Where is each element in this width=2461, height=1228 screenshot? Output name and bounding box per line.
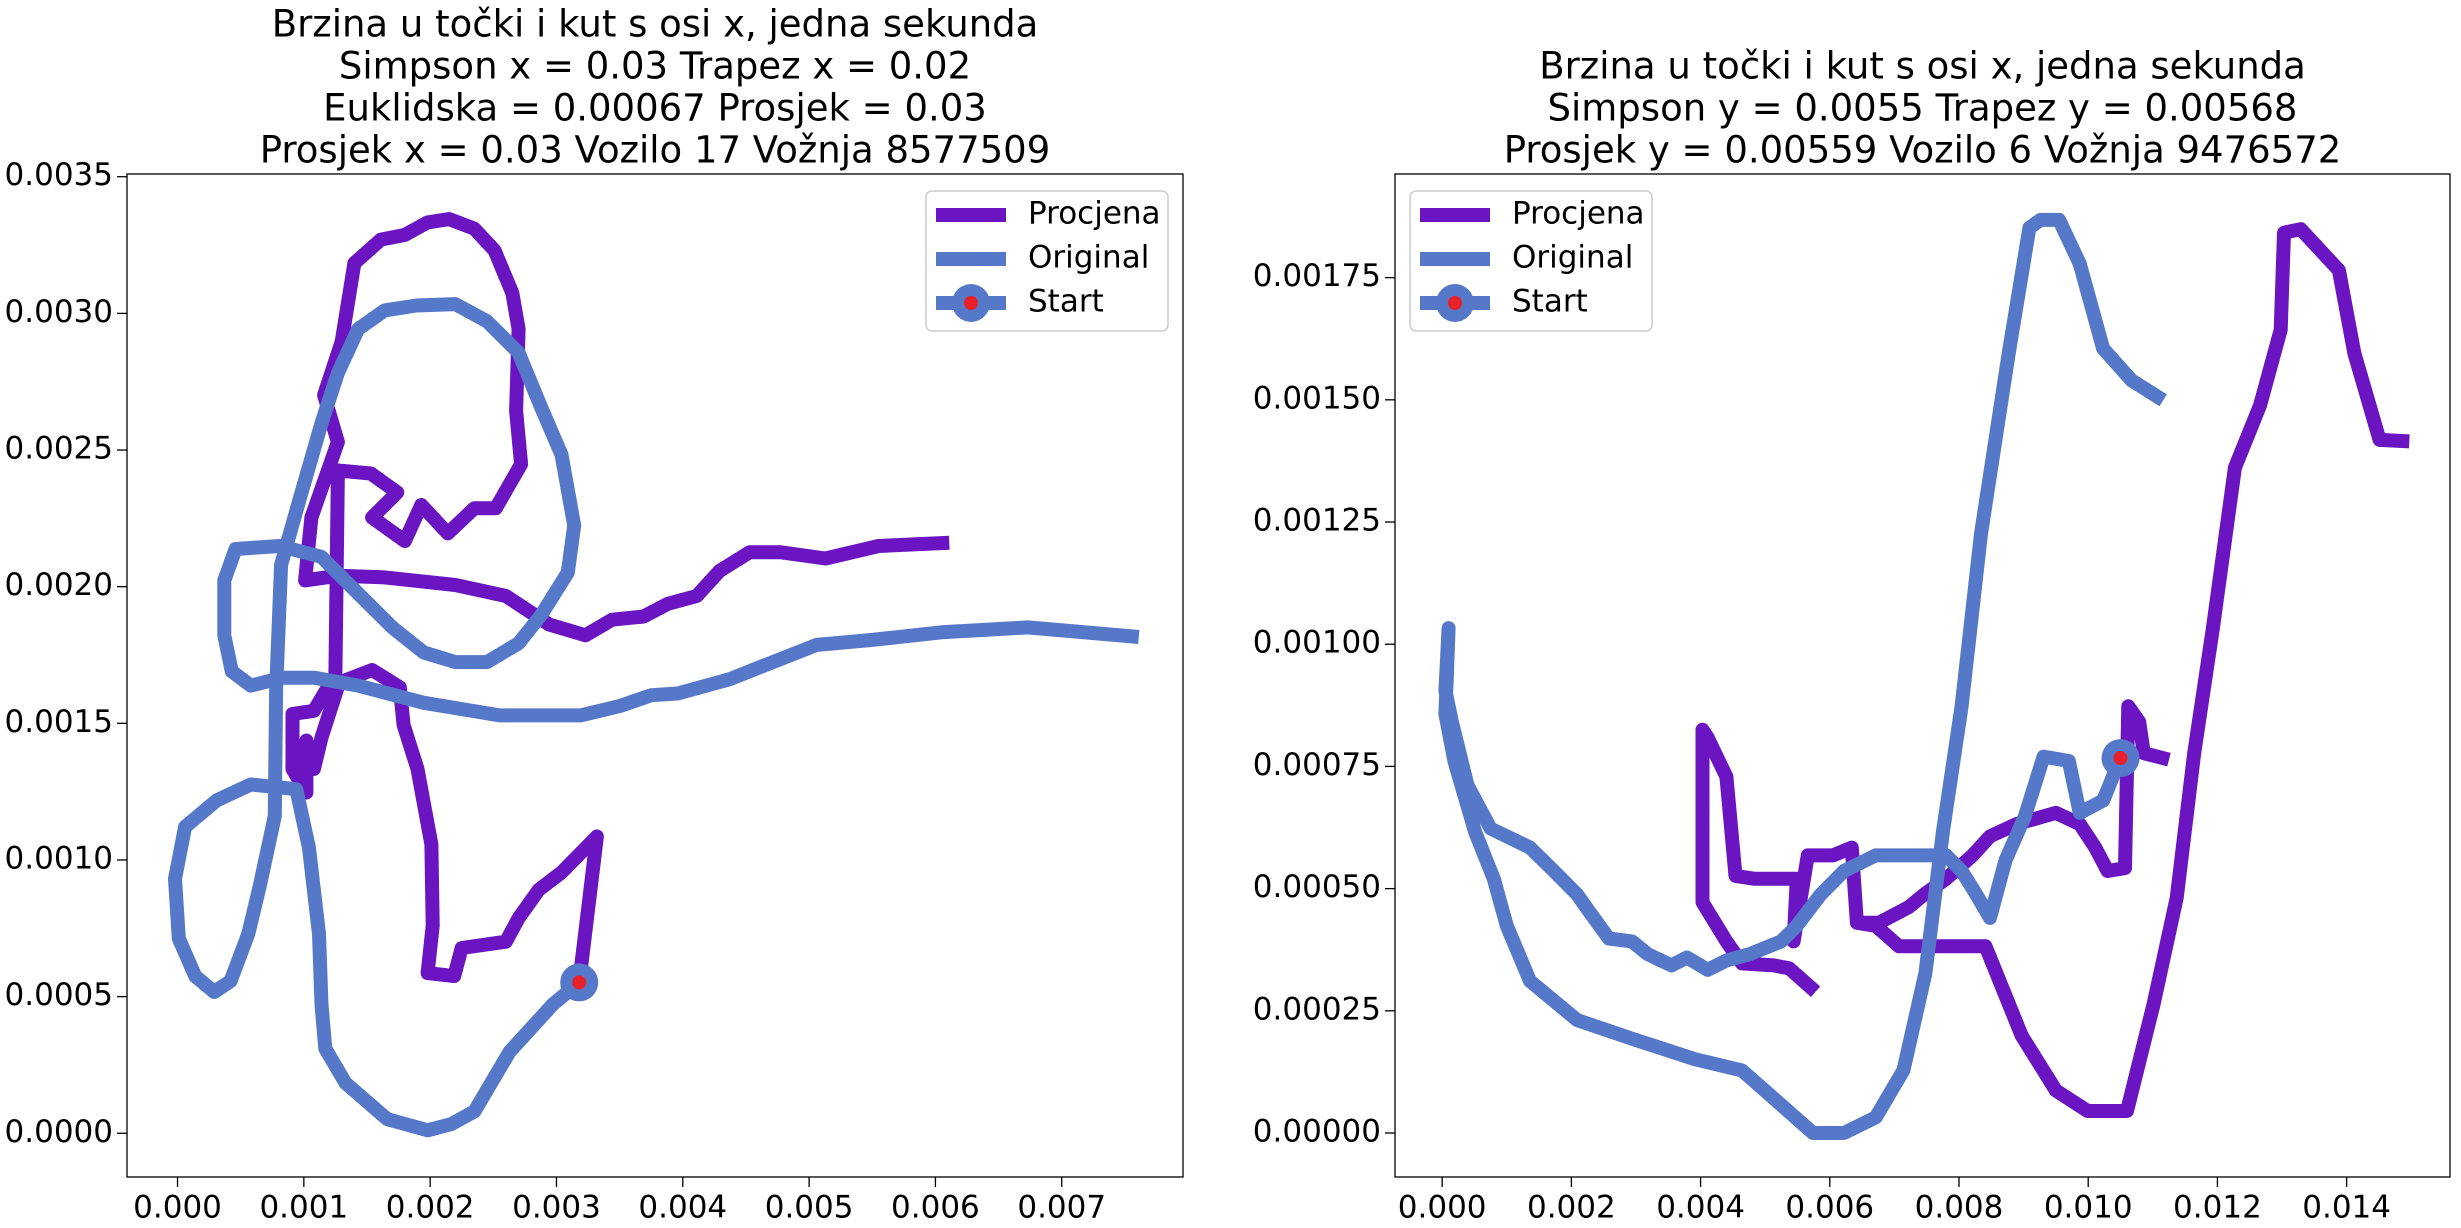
chart-title: Simpson x = 0.03 Trapez x = 0.02 bbox=[339, 45, 971, 88]
legend-label: Original bbox=[1512, 240, 1633, 276]
legend-dot bbox=[1448, 296, 1462, 310]
y-tick-label: 0.0035 bbox=[5, 157, 113, 193]
series-line bbox=[285, 212, 950, 984]
chart-title: Brzina u točki i kut s osi x, jedna seku… bbox=[272, 3, 1039, 46]
y-tick-label: 0.0005 bbox=[5, 977, 113, 1013]
axes-frame bbox=[1394, 173, 2451, 1178]
chart-title: Simpson y = 0.0055 Trapez y = 0.00568 bbox=[1548, 87, 2298, 130]
axes-frame bbox=[126, 173, 1184, 1178]
legend: Procjena Original Start bbox=[1409, 190, 1653, 332]
legend-dot bbox=[964, 296, 978, 310]
y-tick-label: 0.0025 bbox=[5, 431, 113, 467]
x-tick-label: 0.002 bbox=[386, 1190, 475, 1226]
start-dot bbox=[2113, 751, 2128, 766]
series-line bbox=[1695, 222, 2410, 1118]
y-tick-label: 0.00150 bbox=[1253, 380, 1381, 416]
x-tick-label: 0.000 bbox=[1398, 1190, 1487, 1226]
x-tick-label: 0.006 bbox=[891, 1190, 980, 1226]
legend-label: Original bbox=[1028, 240, 1149, 276]
y-tick-label: 0.00075 bbox=[1253, 747, 1381, 783]
x-tick-label: 0.004 bbox=[1656, 1190, 1745, 1226]
legend-label: Start bbox=[1028, 284, 1104, 320]
chart-title: Euklidska = 0.00067 Prosjek = 0.03 bbox=[323, 87, 987, 130]
y-tick-label: 0.00125 bbox=[1253, 503, 1381, 539]
y-tick-label: 0.0020 bbox=[5, 567, 113, 603]
legend-label: Procjena bbox=[1512, 196, 1645, 232]
y-tick-label: 0.0000 bbox=[5, 1114, 113, 1150]
start-dot bbox=[572, 975, 587, 990]
legend-label: Start bbox=[1512, 284, 1588, 320]
x-tick-label: 0.005 bbox=[765, 1190, 854, 1226]
y-tick-label: 0.00100 bbox=[1253, 625, 1381, 661]
x-tick-label: 0.014 bbox=[2302, 1190, 2391, 1226]
plot-area bbox=[1438, 212, 2410, 1140]
series-line bbox=[168, 297, 1140, 1138]
plot-area bbox=[168, 212, 1140, 1138]
x-tick-label: 0.007 bbox=[1017, 1190, 1106, 1226]
y-tick-label: 0.0010 bbox=[5, 840, 113, 876]
x-tick-label: 0.008 bbox=[1915, 1190, 2004, 1226]
x-tick-label: 0.010 bbox=[2044, 1190, 2133, 1226]
chart-title: Brzina u točki i kut s osi x, jedna seku… bbox=[1539, 45, 2306, 88]
y-tick-label: 0.0030 bbox=[5, 294, 113, 330]
y-tick-label: 0.00025 bbox=[1253, 991, 1381, 1027]
x-tick-label: 0.012 bbox=[2173, 1190, 2262, 1226]
y-tick-label: 0.00175 bbox=[1253, 258, 1381, 294]
x-tick-label: 0.000 bbox=[133, 1190, 222, 1226]
y-tick-label: 0.00000 bbox=[1253, 1114, 1381, 1150]
y-tick-label: 0.00050 bbox=[1253, 869, 1381, 905]
legend-label: Procjena bbox=[1028, 196, 1161, 232]
x-tick-label: 0.003 bbox=[512, 1190, 601, 1226]
x-tick-label: 0.004 bbox=[638, 1190, 727, 1226]
x-tick-label: 0.001 bbox=[259, 1190, 348, 1226]
legend: Procjena Original Start bbox=[925, 190, 1169, 332]
x-tick-label: 0.002 bbox=[1527, 1190, 1616, 1226]
subplot: Brzina u točki i kut s osi x, jedna seku… bbox=[5, 3, 1184, 1226]
x-tick-label: 0.006 bbox=[1785, 1190, 1874, 1226]
series-line bbox=[1438, 212, 2167, 1140]
subplot: Brzina u točki i kut s osi x, jedna seku… bbox=[1253, 45, 2451, 1226]
chart-title: Prosjek y = 0.00559 Vozilo 6 Vožnja 9476… bbox=[1504, 129, 2342, 172]
chart-title: Prosjek x = 0.03 Vozilo 17 Vožnja 857750… bbox=[260, 129, 1051, 172]
y-tick-label: 0.0015 bbox=[5, 704, 113, 740]
